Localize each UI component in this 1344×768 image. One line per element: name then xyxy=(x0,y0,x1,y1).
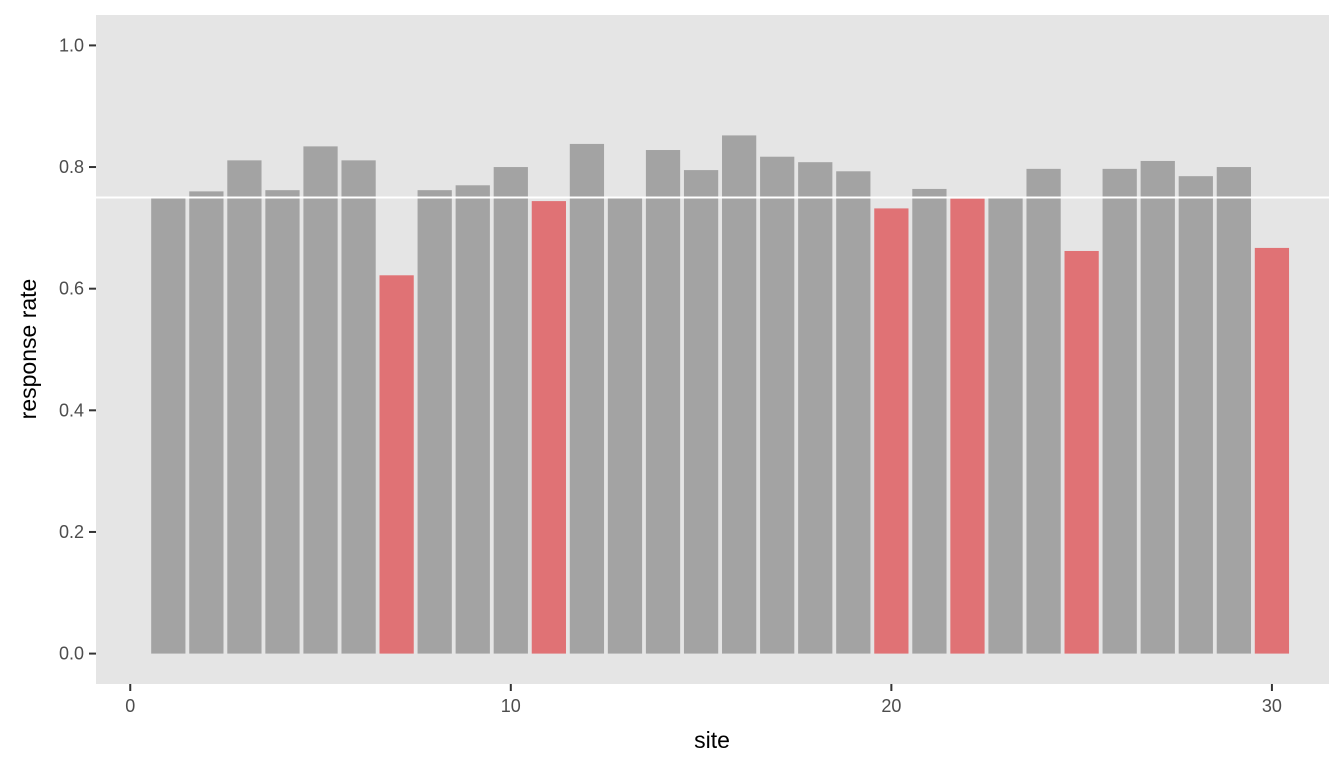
x-tick-label: 10 xyxy=(501,696,521,716)
bar-site-4 xyxy=(265,190,300,654)
y-axis-title: response rate xyxy=(15,279,41,420)
y-tick-label: 0.0 xyxy=(59,644,84,664)
bar-site-30 xyxy=(1254,247,1290,654)
y-axis: 0.0 0.2 0.4 0.6 0.8 1.0 xyxy=(59,35,96,664)
bar-site-22 xyxy=(950,198,985,654)
bar-site-2 xyxy=(189,191,224,654)
bars-layer xyxy=(151,135,1290,654)
bar-site-1 xyxy=(151,197,186,654)
bar-site-17 xyxy=(760,156,795,654)
x-tick-label: 0 xyxy=(125,696,135,716)
bar-site-21 xyxy=(912,188,947,654)
bar-site-20 xyxy=(874,208,909,654)
bar-site-15 xyxy=(683,170,719,654)
bar-site-27 xyxy=(1140,160,1175,654)
y-tick-label: 0.2 xyxy=(59,522,84,542)
bar-site-3 xyxy=(227,160,262,654)
bar-site-29 xyxy=(1216,167,1251,654)
bar-site-13 xyxy=(607,197,643,654)
bar-site-26 xyxy=(1102,168,1137,654)
bar-site-6 xyxy=(341,160,376,654)
y-tick-label: 1.0 xyxy=(59,35,84,55)
y-tick-label: 0.8 xyxy=(59,157,84,177)
x-axis: 0 10 20 30 xyxy=(125,684,1282,716)
bar-site-19 xyxy=(836,171,871,654)
bar-site-18 xyxy=(798,162,833,654)
bar-site-23 xyxy=(988,197,1023,654)
x-tick-label: 30 xyxy=(1262,696,1282,716)
bar-site-10 xyxy=(493,167,528,654)
bar-site-7 xyxy=(379,275,414,654)
bar-site-24 xyxy=(1026,168,1061,654)
y-tick-label: 0.6 xyxy=(59,279,84,299)
bar-site-5 xyxy=(303,146,338,654)
bar-site-11 xyxy=(531,201,566,654)
bar-site-25 xyxy=(1064,250,1099,654)
bar-site-28 xyxy=(1178,176,1213,654)
x-tick-label: 20 xyxy=(881,696,901,716)
bar-site-9 xyxy=(455,185,490,654)
y-tick-label: 0.4 xyxy=(59,400,84,420)
bar-site-16 xyxy=(722,135,757,654)
x-axis-title: site xyxy=(694,727,730,753)
bar-site-14 xyxy=(645,150,681,654)
bar-site-12 xyxy=(569,143,605,654)
bar-site-8 xyxy=(417,190,452,654)
